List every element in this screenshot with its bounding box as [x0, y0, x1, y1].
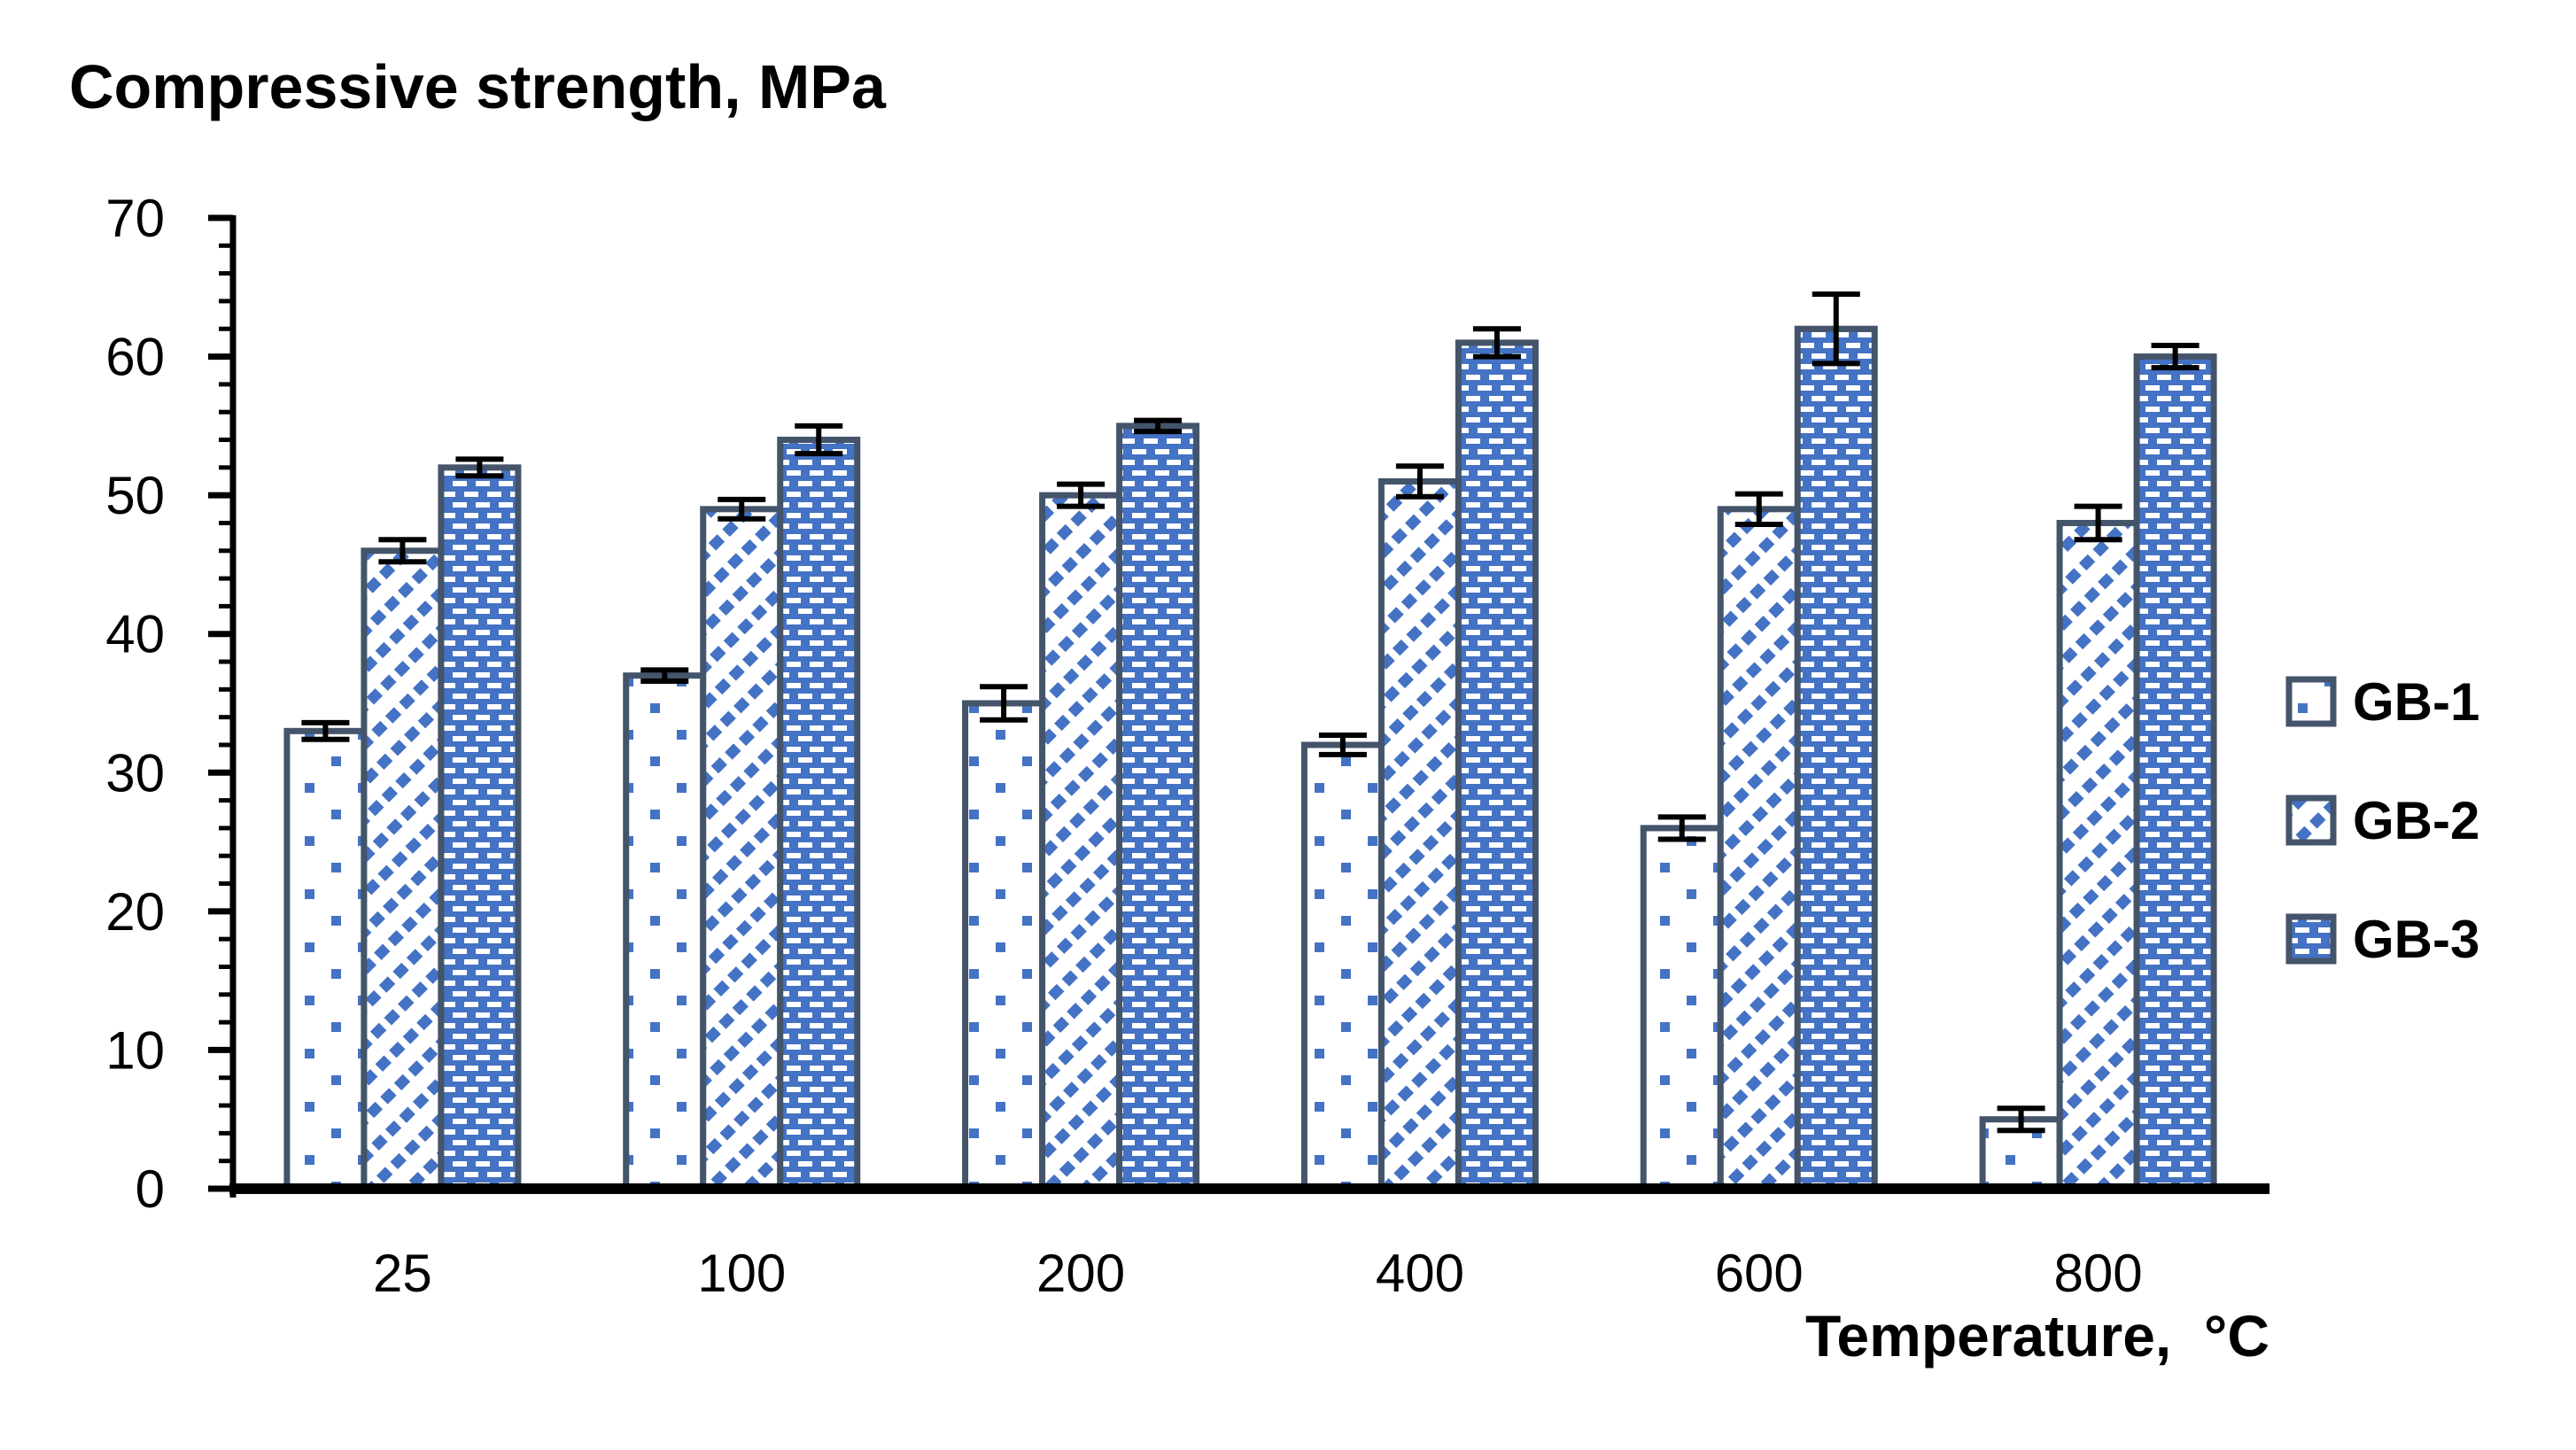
- error-bar-GB-3-400: [1472, 326, 1521, 360]
- x-tick-label-200: 200: [1036, 1244, 1125, 1303]
- bar-GB-1-400: [1300, 741, 1385, 1192]
- error-bar-GB-2-25: [378, 537, 427, 565]
- legend-label-GB-3: GB-3: [2353, 910, 2479, 969]
- bar-GB-3-25: [438, 464, 522, 1192]
- bar-GB-2-400: [1377, 477, 1462, 1192]
- legend-swatch-GB-2: [2285, 795, 2337, 846]
- y-tick-label-40: 40: [105, 605, 165, 664]
- legend-item-GB-1: GB-1: [2285, 672, 2479, 732]
- chart-title: Compressive strength, MPa: [69, 52, 887, 121]
- x-axis-title: Temperature, °C: [1805, 1303, 2270, 1369]
- x-tick-label-25: 25: [373, 1244, 432, 1303]
- legend-item-GB-2: GB-2: [2285, 791, 2479, 850]
- error-bar-GB-1-600: [1657, 814, 1706, 842]
- bar-GB-3-600: [1794, 325, 1878, 1192]
- axis-labels-layer: 0 10 20 30 40 50 60 70 25 100 200 400 600 800: [105, 189, 2142, 1303]
- bar-GB-1-100: [623, 672, 707, 1192]
- x-tick-label-100: 100: [697, 1244, 786, 1303]
- error-bar-GB-2-600: [1734, 491, 1783, 528]
- error-bar-GB-2-100: [718, 496, 766, 522]
- bar-GB-2-100: [700, 506, 784, 1192]
- error-bar-GB-2-400: [1395, 463, 1444, 500]
- error-bar-GB-1-400: [1318, 733, 1367, 757]
- y-tick-label-70: 70: [105, 189, 165, 248]
- y-tick-label-60: 60: [105, 328, 165, 387]
- legend-label-GB-1: GB-1: [2353, 672, 2479, 732]
- error-bar-GB-3-600: [1812, 291, 1860, 367]
- bar-GB-2-600: [1717, 506, 1801, 1192]
- bar-GB-1-200: [962, 700, 1046, 1192]
- error-bar-GB-3-200: [1134, 417, 1183, 435]
- y-tick-label-0: 0: [136, 1159, 165, 1219]
- bar-GB-2-800: [2056, 519, 2140, 1192]
- bar-GB-2-200: [1039, 492, 1123, 1192]
- error-bar-GB-3-25: [455, 456, 504, 479]
- y-tick-label-10: 10: [105, 1020, 165, 1080]
- error-bar-GB-1-200: [980, 684, 1028, 723]
- error-bar-GB-3-100: [795, 423, 843, 457]
- bar-GB-1-25: [283, 727, 368, 1192]
- x-tick-label-400: 400: [1376, 1244, 1464, 1303]
- legend-swatch-GB-3: [2285, 913, 2337, 965]
- error-bar-GB-1-25: [301, 719, 350, 742]
- x-tick-label-800: 800: [2054, 1244, 2143, 1303]
- bar-GB-2-25: [361, 547, 445, 1192]
- bar-GB-1-600: [1640, 825, 1724, 1192]
- error-bar-GB-3-800: [2151, 343, 2200, 371]
- legend-item-GB-3: GB-3: [2285, 910, 2479, 969]
- error-bar-GB-2-200: [1057, 481, 1106, 509]
- axes-layer: [208, 214, 2270, 1198]
- y-tick-label-30: 30: [105, 743, 165, 803]
- legend-label-GB-2: GB-2: [2353, 791, 2479, 850]
- x-tick-label-600: 600: [1715, 1244, 1804, 1303]
- legend: GB-1 GB-2 GB-3: [2285, 672, 2479, 969]
- error-bar-GB-1-800: [1997, 1105, 2045, 1134]
- legend-swatch-GB-1: [2285, 676, 2337, 727]
- bars-layer: [283, 325, 2217, 1192]
- error-bar-GB-2-800: [2074, 503, 2122, 543]
- error-bar-GB-1-100: [640, 667, 689, 684]
- bar-GB-3-800: [2133, 353, 2217, 1192]
- bar-GB-3-100: [777, 437, 861, 1192]
- error-bars-layer: [301, 291, 2200, 1134]
- y-tick-label-50: 50: [105, 466, 165, 525]
- bar-GB-3-400: [1455, 339, 1539, 1192]
- bar-GB-3-200: [1116, 423, 1200, 1192]
- y-tick-label-20: 20: [105, 882, 165, 942]
